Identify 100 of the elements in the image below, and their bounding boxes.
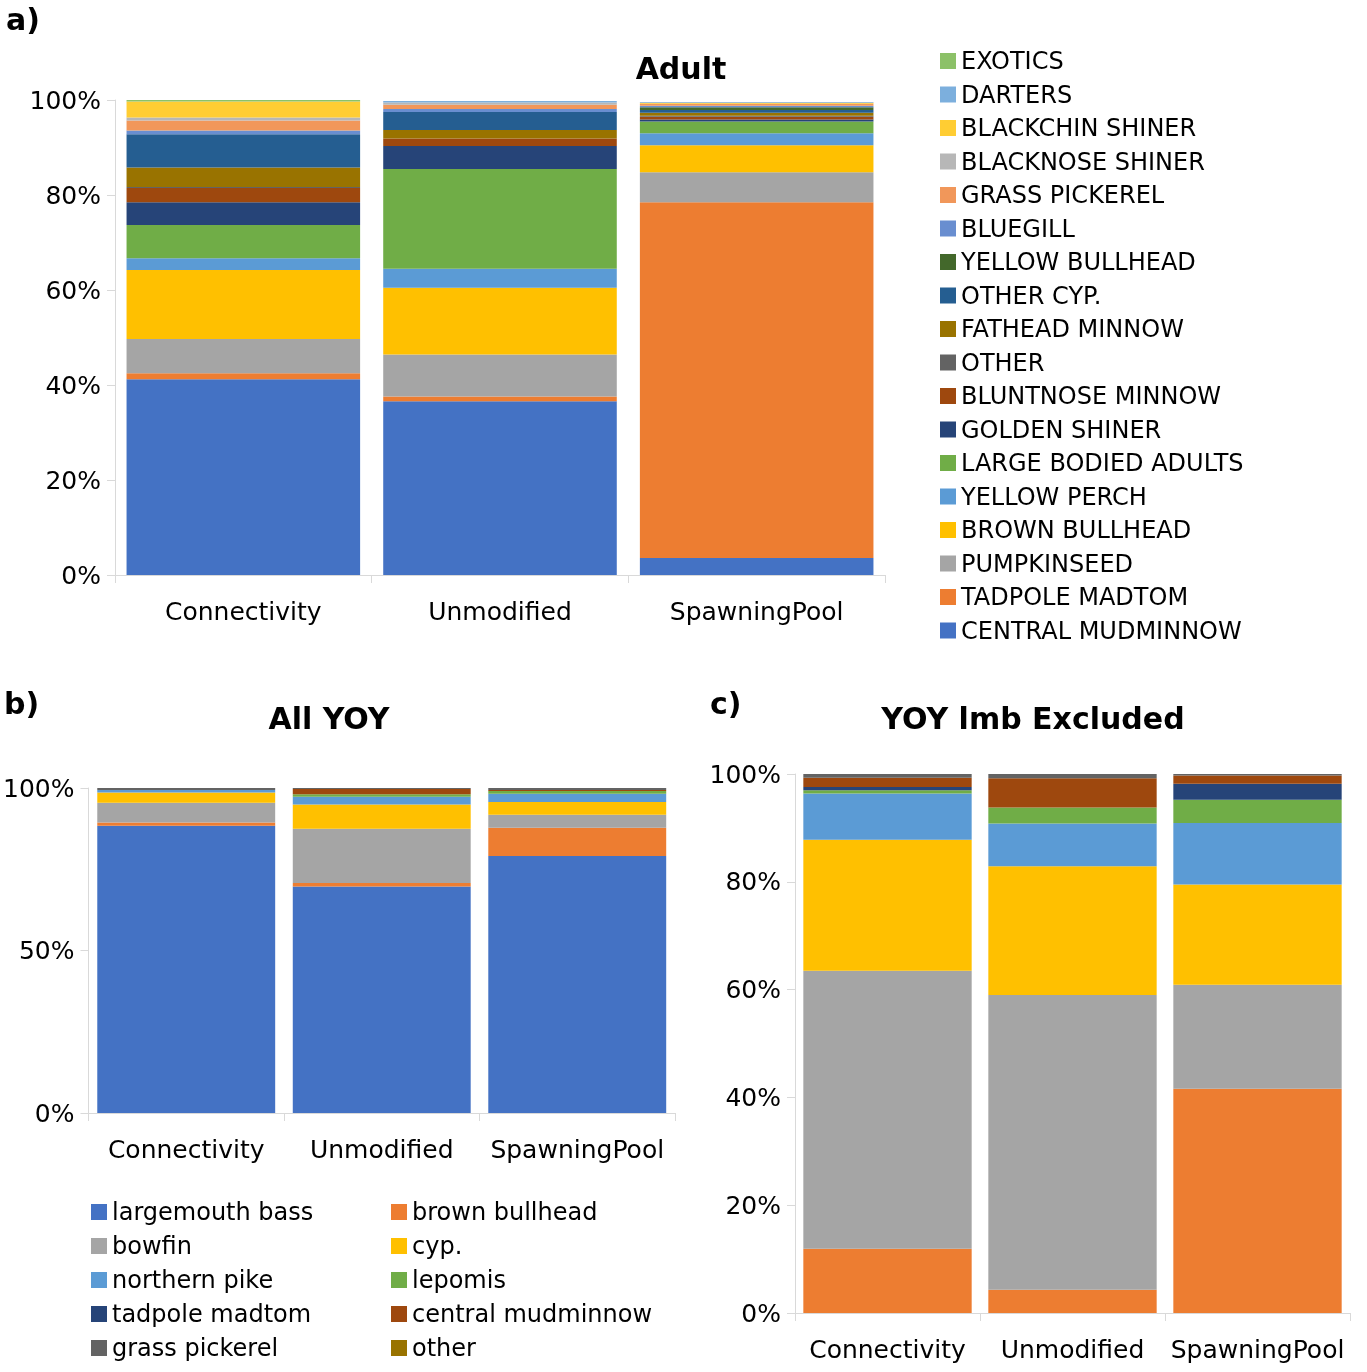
bar — [1173, 783, 1342, 800]
bar — [126, 270, 361, 339]
bar — [488, 855, 667, 1113]
text: b) — [4, 685, 40, 721]
y-tick-label: 0% — [741, 1298, 781, 1328]
bar — [639, 202, 874, 558]
bar — [988, 774, 1157, 779]
text: a) — [6, 1, 40, 37]
bar — [803, 777, 972, 787]
bar — [988, 866, 1157, 995]
bar — [126, 373, 361, 380]
bar — [126, 258, 361, 271]
y-tick-label: 50% — [18, 936, 75, 965]
x-tick-label: Unmodified — [1000, 1335, 1145, 1364]
bar — [383, 104, 617, 110]
legend-label: BROWN BULLHEAD — [961, 516, 1192, 544]
bar — [126, 167, 361, 187]
y-tick-label: 80% — [45, 180, 101, 210]
y-tick-label: 100% — [2, 773, 75, 803]
legend-label: grass pickerel — [112, 1334, 279, 1362]
bar — [292, 796, 471, 805]
legend-label: BLUEGILL — [961, 214, 1076, 243]
legend-label: cyp. — [412, 1232, 463, 1260]
bar — [988, 1289, 1157, 1313]
bar — [383, 138, 617, 147]
bar — [126, 187, 361, 203]
legend-label: TADPOLE MADTOM — [960, 583, 1189, 611]
y-tick-label: 20% — [725, 1190, 781, 1220]
x-tick-label: SpawningPool — [669, 597, 844, 626]
legend-label: OTHER CYP. — [961, 281, 1102, 310]
bar — [383, 168, 617, 269]
bar — [639, 133, 874, 146]
bar — [988, 807, 1157, 824]
bar — [988, 994, 1157, 1290]
bar — [803, 793, 972, 840]
bar — [488, 801, 667, 815]
chart-title: Adult — [635, 50, 727, 86]
legend-label: tadpole madtom — [112, 1300, 312, 1328]
y-tick-label: 20% — [45, 465, 101, 495]
legend-label: CENTRAL MUDMINNOW — [961, 616, 1242, 645]
bar — [383, 268, 617, 288]
bar — [126, 101, 361, 118]
legend-label: PUMPKINSEED — [961, 549, 1134, 578]
legend-label: FATHEAD MINNOW — [961, 315, 1184, 343]
legend-label: EXOTICS — [961, 47, 1064, 75]
bar — [1173, 1088, 1342, 1313]
y-tick-label: 80% — [725, 867, 781, 897]
bar — [383, 111, 617, 130]
bar — [383, 396, 617, 402]
bar — [292, 804, 471, 829]
y-tick-label: 60% — [45, 275, 101, 305]
y-tick-label: 0% — [61, 560, 101, 590]
bar — [383, 109, 617, 112]
bar — [988, 778, 1157, 808]
bar — [639, 121, 874, 134]
bar — [292, 828, 471, 883]
x-tick-label: Unmodified — [309, 1135, 454, 1164]
bar — [1173, 823, 1342, 885]
bar — [488, 827, 667, 856]
legend-label: central mudminnow — [412, 1300, 653, 1328]
bar — [1173, 884, 1342, 985]
legend-label: GOLDEN SHINER — [961, 415, 1162, 444]
legend-label: bowfin — [112, 1232, 192, 1260]
bar — [97, 792, 276, 803]
x-tick-label: Connectivity — [809, 1335, 967, 1364]
bar — [1173, 799, 1342, 824]
legend-label: LARGE BODIED ADULTS — [961, 449, 1244, 477]
y-tick-label: 0% — [34, 1098, 75, 1128]
bar — [383, 354, 617, 397]
legend-label: BLACKNOSE SHINER — [961, 147, 1205, 176]
bar — [803, 790, 972, 794]
legend-label: YELLOW BULLHEAD — [960, 248, 1196, 276]
bar — [639, 145, 874, 173]
bar — [488, 793, 667, 802]
legend-label: OTHER — [961, 348, 1045, 377]
x-tick-label: SpawningPool — [1170, 1335, 1345, 1364]
bar — [126, 120, 361, 131]
bar — [803, 970, 972, 1249]
bar — [383, 287, 617, 355]
legend-label: GRASS PICKEREL — [961, 181, 1165, 209]
y-tick-label: 40% — [725, 1082, 781, 1112]
y-tick-label: 40% — [45, 370, 101, 400]
bar — [1173, 775, 1342, 784]
bar — [803, 839, 972, 971]
bar — [988, 823, 1157, 867]
bar — [126, 379, 361, 575]
bar — [803, 786, 972, 791]
legend-label: BLUNTNOSE MINNOW — [961, 382, 1222, 410]
bar — [126, 338, 361, 374]
bar — [97, 822, 276, 826]
bar — [488, 814, 667, 828]
y-tick-label: 100% — [709, 759, 781, 789]
bar — [126, 224, 361, 259]
bar — [1173, 984, 1342, 1089]
bar — [126, 202, 361, 225]
legend-label: largemouth bass — [112, 1198, 314, 1226]
x-tick-label: Connectivity — [107, 1135, 265, 1164]
legend-label: YELLOW PERCH — [960, 482, 1147, 511]
chart-title: YOY lmb Excluded — [880, 700, 1185, 736]
legend-label: northern pike — [112, 1266, 274, 1294]
